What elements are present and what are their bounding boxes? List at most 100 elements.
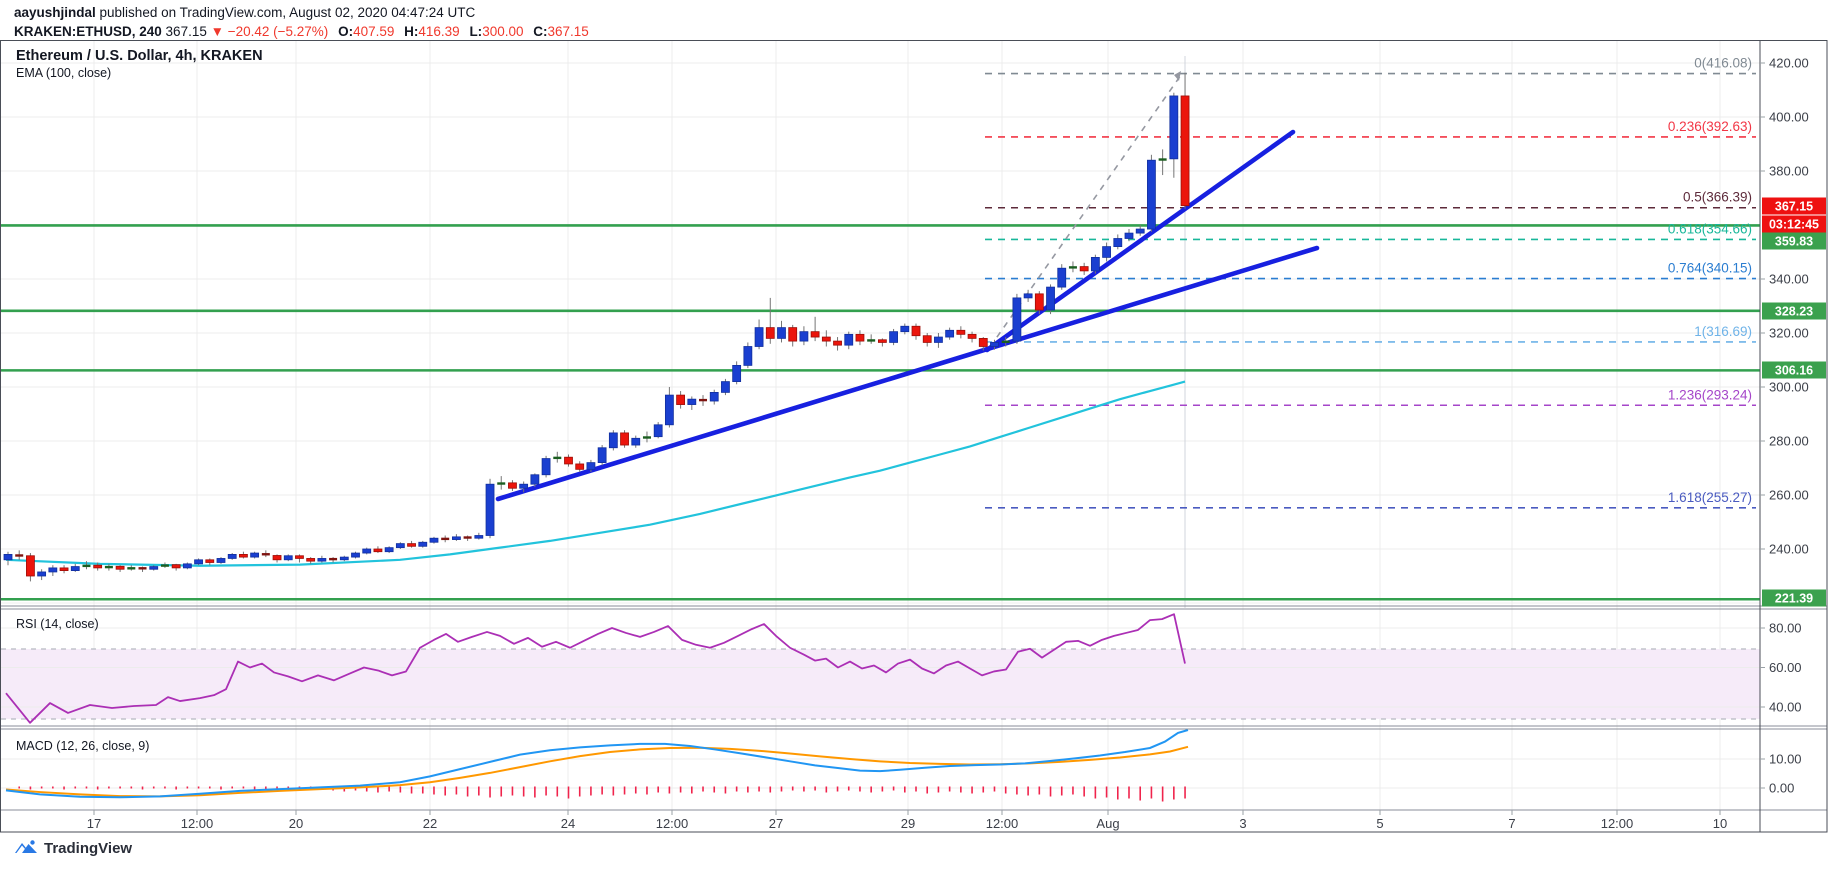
- candle-up: [362, 548, 372, 554]
- candle-down: [676, 394, 685, 405]
- fib-level-label: 1.618(255.27): [1668, 490, 1752, 505]
- open-label: O:: [338, 24, 354, 39]
- time-axis-label: 12:00: [181, 816, 214, 831]
- rsi-axis-label: 60.00: [1769, 660, 1802, 675]
- fib-level-label: 0.618(354.66): [1668, 221, 1752, 236]
- fib-level-label: 0(416.08): [1694, 56, 1752, 71]
- price-axis-label: 240.00: [1769, 542, 1809, 557]
- ema-line: [5, 380, 1186, 567]
- time-axis-label: 27: [769, 816, 783, 831]
- candle-down: [1180, 95, 1190, 207]
- candle-up: [48, 567, 58, 573]
- candle-up: [1046, 286, 1055, 311]
- trendline-steep: [984, 129, 1296, 353]
- last-price-badge: [1762, 197, 1826, 215]
- candle-up: [1124, 232, 1134, 239]
- candle-up: [70, 566, 80, 571]
- trend-arrow-head: [1174, 71, 1181, 81]
- candle-up: [1169, 95, 1179, 160]
- candle-up: [182, 563, 192, 569]
- candle-down: [1034, 293, 1044, 311]
- macd-axis-label: 0.00: [1769, 781, 1794, 796]
- time-axis-label: 3: [1239, 816, 1246, 831]
- candle-down: [407, 543, 416, 547]
- last-price-badge-text: 367.15: [1775, 200, 1813, 214]
- tradingview-logo-text: TradingView: [44, 839, 133, 857]
- support-price-badge-text: 306.16: [1775, 364, 1813, 378]
- candle-down: [911, 325, 921, 337]
- macd-axis-label: 10.00: [1769, 752, 1802, 767]
- candle-up: [664, 394, 674, 426]
- support-price-badge: [1762, 589, 1826, 607]
- candle-up: [1147, 159, 1156, 230]
- high-label: H:: [404, 24, 419, 39]
- candle-up: [597, 447, 607, 464]
- candle-up: [351, 552, 360, 558]
- candle-doji: [497, 482, 506, 485]
- candle-up: [429, 537, 439, 543]
- candle-down: [877, 339, 887, 343]
- price-axis-label: 320.00: [1769, 326, 1809, 341]
- candle-up: [530, 474, 540, 485]
- countdown-badge: [1762, 215, 1826, 233]
- candle-up: [743, 346, 753, 366]
- candle-down: [272, 555, 282, 561]
- fib-level-label: 0.764(340.15): [1668, 261, 1752, 276]
- publish-info: aayushjindal published on TradingView.co…: [14, 4, 589, 22]
- symbol-info-row: KRAKEN:ETHUSD, 240 367.15 ▼ −20.42 (−5.2…: [14, 23, 589, 41]
- candle-doji: [1001, 340, 1010, 343]
- candle-up: [194, 559, 203, 565]
- support-price-badge: [1762, 232, 1826, 250]
- candle-doji: [261, 553, 270, 556]
- rsi-legend: RSI (14, close): [16, 617, 99, 631]
- candle-doji: [160, 564, 169, 567]
- tradingview-branding[interactable]: TradingView: [14, 838, 132, 858]
- candle-down: [239, 554, 248, 558]
- time-axis-label: 10: [1713, 816, 1727, 831]
- time-axis-label: 12:00: [656, 816, 689, 831]
- candle-up: [709, 391, 719, 402]
- candle-down: [922, 335, 932, 343]
- candle-up: [586, 462, 596, 470]
- open-value: 407.59: [353, 24, 395, 39]
- candle-down: [171, 564, 181, 569]
- candle-up: [485, 483, 495, 536]
- candle-down: [575, 463, 585, 470]
- time-axis-label: 20: [289, 816, 303, 831]
- rsi-band: [1, 649, 1760, 719]
- symbol-label: KRAKEN:ETHUSD, 240: [14, 24, 162, 39]
- candle-doji: [127, 567, 136, 570]
- candle-down: [978, 337, 988, 347]
- time-axis-label: 12:00: [1601, 816, 1634, 831]
- candle-doji: [1068, 266, 1077, 269]
- author-name: aayushjindal: [14, 5, 96, 20]
- candle-down: [956, 329, 966, 335]
- macd-line: [5, 729, 1189, 799]
- fib-level-label: 1.236(293.24): [1668, 387, 1752, 402]
- candle-down: [821, 336, 831, 342]
- macd-legend: MACD (12, 26, close, 9): [16, 739, 149, 753]
- candle-up: [990, 342, 999, 347]
- candle-up: [519, 483, 529, 489]
- candle-up: [1012, 297, 1022, 342]
- candle-doji: [553, 456, 562, 460]
- high-value: 416.39: [418, 24, 460, 39]
- candle-up: [384, 547, 394, 553]
- candle-down: [295, 555, 304, 559]
- candle-down: [306, 558, 316, 562]
- candle-doji: [15, 554, 24, 557]
- price-axis-label: 420.00: [1769, 56, 1809, 71]
- candle-doji: [441, 537, 450, 541]
- candle-up: [732, 364, 742, 382]
- candle-up: [451, 536, 461, 540]
- support-price-badge-text: 328.23: [1775, 305, 1813, 319]
- candle-doji: [642, 436, 651, 439]
- fib-level-label: 1(316.69): [1694, 324, 1752, 339]
- candle-down: [620, 432, 629, 446]
- candle-down: [59, 567, 69, 572]
- support-price-badge-text: 221.39: [1775, 592, 1813, 606]
- low-value: 300.00: [482, 24, 524, 39]
- candle-up: [1023, 293, 1033, 299]
- tradingview-logo-icon: [15, 840, 37, 853]
